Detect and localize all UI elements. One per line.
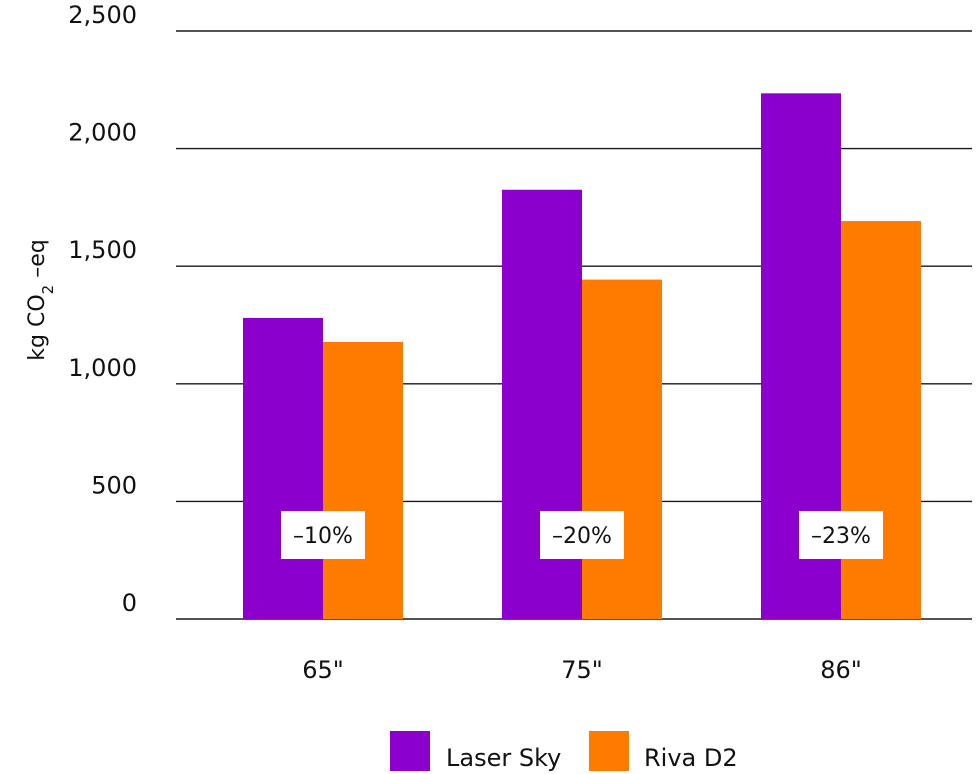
reduction-annotation: –20% (540, 511, 624, 559)
y-tick-label: 2,500 (68, 1, 137, 29)
bar-riva-d2 (323, 341, 403, 619)
y-axis-title-subscript: 2 (39, 285, 57, 295)
annotations: –10% –20% –23% (281, 511, 883, 559)
annotation-text: –23% (811, 524, 871, 549)
legend-swatch (589, 731, 629, 771)
annotation-text: –20% (552, 524, 612, 549)
annotation-box (281, 511, 365, 559)
legend-item: Laser Sky (390, 731, 561, 772)
legend-swatch (390, 731, 430, 771)
x-tick-label: 75" (561, 656, 603, 684)
x-tick-label: 65" (302, 656, 344, 684)
bar-riva-d2 (582, 279, 662, 619)
x-axis-ticks: 65" 75" 86" (302, 656, 862, 684)
y-tick-label: 1,000 (68, 354, 137, 382)
annotation-box (799, 511, 883, 559)
bar-laser-sky (243, 317, 323, 619)
annotation-text: –10% (293, 524, 353, 549)
legend-label: Riva D2 (644, 744, 738, 772)
annotation-box (540, 511, 624, 559)
y-tick-label: 1,500 (68, 236, 137, 264)
y-tick-label: 0 (122, 589, 137, 617)
legend-label: Laser Sky (446, 744, 561, 772)
legend: Laser Sky Riva D2 (390, 731, 738, 772)
bar-riva-d2 (841, 221, 921, 619)
y-axis-title-tail: –eq (25, 239, 50, 285)
x-tick-label: 86" (820, 656, 862, 684)
y-axis-title: kg CO2 –eq (25, 239, 57, 360)
y-tick-label: 500 (91, 471, 137, 499)
legend-item: Riva D2 (589, 731, 738, 772)
y-axis-title-main: kg CO (25, 294, 50, 360)
y-tick-label: 2,000 (68, 119, 137, 147)
reduction-annotation: –10% (281, 511, 365, 559)
y-axis-ticks: 0 500 1,000 1,500 2,000 2,500 (68, 1, 137, 617)
reduction-annotation: –23% (799, 511, 883, 559)
